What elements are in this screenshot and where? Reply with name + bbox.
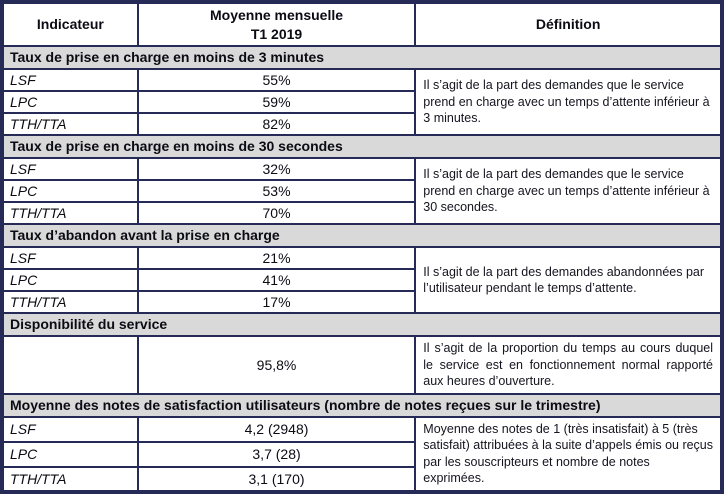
section-header-row: Moyenne des notes de satisfaction utilis…	[1, 392, 723, 418]
section-title: Moyenne des notes de satisfaction utilis…	[1, 392, 723, 418]
row-label: LPC	[1, 179, 139, 203]
section-title: Taux d’abandon avant la prise en charge	[1, 223, 723, 248]
header-cell-average: Moyenne mensuelle T1 2019	[136, 1, 417, 47]
section-header-row: Disponibilité du service	[1, 312, 723, 337]
table-header-row: Indicateur Moyenne mensuelle T1 2019 Déf…	[1, 1, 723, 47]
row-label: LSF	[1, 157, 139, 181]
row-value: 70%	[136, 201, 417, 225]
table-row: TTH/TTA 17%	[1, 290, 722, 314]
row-label: LSF	[1, 246, 139, 270]
row-label: LSF	[1, 68, 139, 92]
row-label: TTH/TTA	[1, 465, 139, 493]
definition-cell: Il s’agit de la part des demandes que le…	[414, 68, 723, 136]
definition-cell: Il s’agit de la proportion du temps au c…	[414, 335, 723, 395]
table-row: LSF 55% Il s’agit de la part des demande…	[1, 68, 723, 136]
row-label: TTH/TTA	[1, 201, 139, 225]
row-value: 95,8%	[136, 335, 417, 395]
section-title: Taux de prise en charge en moins de 3 mi…	[1, 45, 723, 70]
row-value: 17%	[136, 290, 417, 314]
row-label: LPC	[1, 440, 139, 468]
section-title: Taux de prise en charge en moins de 30 s…	[1, 134, 723, 159]
table-row: TTH/TTA 82%	[1, 112, 722, 136]
row-label: TTH/TTA	[1, 290, 139, 314]
row-value: 32%	[136, 157, 417, 181]
header-cell-indicator: Indicateur	[1, 1, 139, 47]
row-label: LSF	[1, 415, 139, 443]
table-row: LSF 32% Il s’agit de la part des demande…	[1, 157, 723, 225]
table-row: LSF 4,2 (2948) Moyenne des notes de 1 (t…	[1, 415, 723, 493]
table-row: 95,8% Il s’agit de la proportion du temp…	[1, 335, 723, 395]
header-average-line2: T1 2019	[250, 25, 303, 42]
row-value: 53%	[136, 179, 417, 203]
section-header-row: Taux de prise en charge en moins de 3 mi…	[1, 45, 723, 70]
definition-cell: Il s’agit de la part des demandes abando…	[414, 246, 723, 314]
header-cell-definition: Définition	[414, 1, 723, 47]
row-value: 55%	[136, 68, 417, 92]
section-title: Disponibilité du service	[1, 312, 723, 337]
table-row: LPC 41%	[1, 268, 722, 292]
section-header-row: Taux de prise en charge en moins de 30 s…	[1, 134, 723, 159]
row-value: 3,7 (28)	[136, 440, 417, 468]
row-value: 41%	[136, 268, 417, 292]
header-average-line1: Moyenne mensuelle	[209, 6, 344, 23]
table-row: LPC 53%	[1, 179, 722, 203]
row-label: LPC	[1, 90, 139, 114]
row-value: 21%	[136, 246, 417, 270]
table-row: LSF 21% Il s’agit de la part des demande…	[1, 246, 723, 314]
definition-cell: Il s’agit de la part des demandes que le…	[414, 157, 723, 225]
table-row: TTH/TTA 70%	[1, 201, 722, 225]
row-label: LPC	[1, 268, 139, 292]
row-value: 3,1 (170)	[136, 465, 417, 493]
row-label	[1, 335, 139, 395]
row-value: 4,2 (2948)	[136, 415, 417, 443]
row-value: 59%	[136, 90, 417, 114]
row-value: 82%	[136, 112, 417, 136]
definition-cell: Moyenne des notes de 1 (très insatisfait…	[414, 415, 723, 493]
row-label: TTH/TTA	[1, 112, 139, 136]
table-row: LPC 59%	[1, 90, 722, 114]
section-header-row: Taux d’abandon avant la prise en charge	[1, 223, 723, 248]
table-row: LPC 3,7 (28)	[1, 440, 722, 468]
